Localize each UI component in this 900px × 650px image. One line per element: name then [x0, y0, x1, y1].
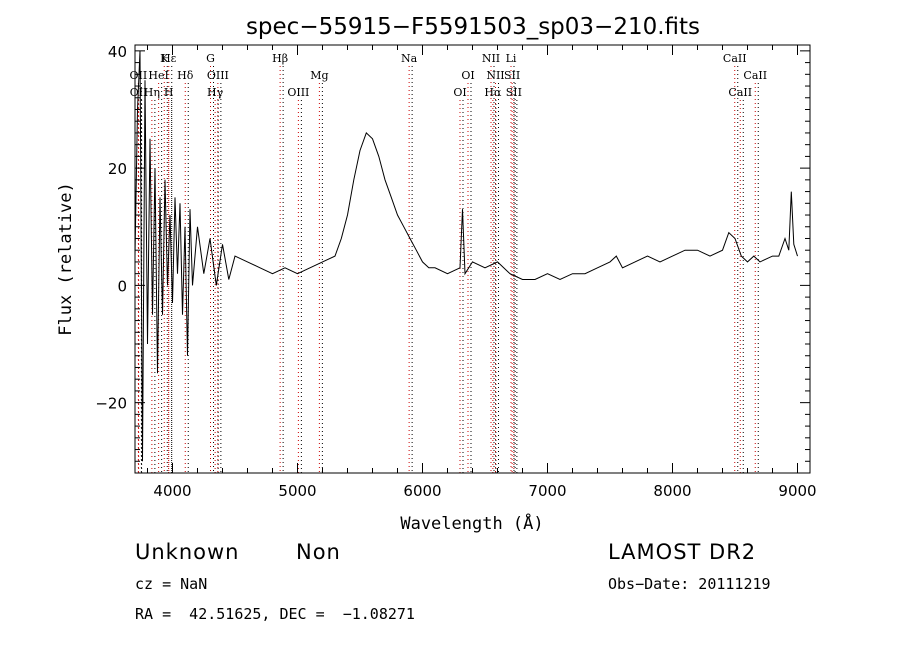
marker-label: H	[164, 86, 174, 99]
classification-label: Unknown	[135, 540, 240, 564]
marker-label: OIII	[207, 69, 229, 82]
axis-ticks	[135, 45, 810, 473]
x-axis-label: Wavelength (Å)	[400, 512, 543, 534]
redshift-label: cz = NaN	[135, 575, 208, 593]
marker-label: SII	[504, 69, 520, 82]
marker-label: HeI	[148, 69, 168, 82]
marker-label: Hβ	[272, 52, 288, 65]
marker-label: Hδ	[177, 69, 194, 82]
coordinates-label: RA = 42.51625, DEC = −1.08271	[135, 605, 415, 623]
x-tick-label: 9000	[778, 482, 816, 500]
obs-date-label: Obs−Date: 20111219	[608, 575, 771, 593]
x-tick-label: 8000	[653, 482, 691, 500]
plot-area	[134, 44, 811, 474]
marker-label: OIII	[287, 86, 309, 99]
marker-label: G	[206, 52, 215, 65]
spectrum-line	[134, 50, 798, 462]
marker-label: CaII	[743, 69, 767, 82]
marker-label: Na	[401, 52, 418, 65]
marker-label: OI	[461, 69, 474, 82]
x-tick-label: 6000	[403, 482, 441, 500]
plot-frame	[134, 44, 811, 474]
marker-label: K	[160, 52, 169, 65]
marker-label: OII	[130, 69, 148, 82]
x-tick-label: 4000	[153, 482, 191, 500]
marker-label: NII	[486, 69, 504, 82]
marker-label: Hα	[484, 86, 502, 99]
marker-label: Hη	[144, 86, 160, 99]
axis-tick-labels: 4000 5000 6000 7000 8000 9000 −20 0 20 40	[95, 43, 816, 500]
marker-label: SII	[506, 86, 522, 99]
marker-label: Li	[506, 52, 517, 65]
marker-label: OI	[453, 86, 466, 99]
survey-label: LAMOST DR2	[608, 540, 757, 564]
marker-label: CaII	[723, 52, 747, 65]
y-axis-label: Flux (relative)	[56, 182, 76, 336]
y-tick-label: 40	[108, 43, 127, 61]
x-tick-label: 5000	[278, 482, 316, 500]
marker-label: Mg	[310, 69, 328, 82]
marker-label: NII	[482, 52, 500, 65]
chart-title: spec−55915−F5591503_sp03−210.fits	[246, 14, 700, 40]
line-markers	[137, 66, 759, 473]
marker-label: Hγ	[207, 86, 224, 99]
y-tick-label: 20	[108, 160, 127, 178]
marker-label: CaII	[728, 86, 752, 99]
y-tick-label: 0	[117, 277, 127, 295]
marker-label: Hε	[161, 52, 177, 65]
y-tick-label: −20	[95, 395, 127, 413]
subclass-label: Non	[296, 540, 341, 564]
x-tick-label: 7000	[528, 482, 566, 500]
